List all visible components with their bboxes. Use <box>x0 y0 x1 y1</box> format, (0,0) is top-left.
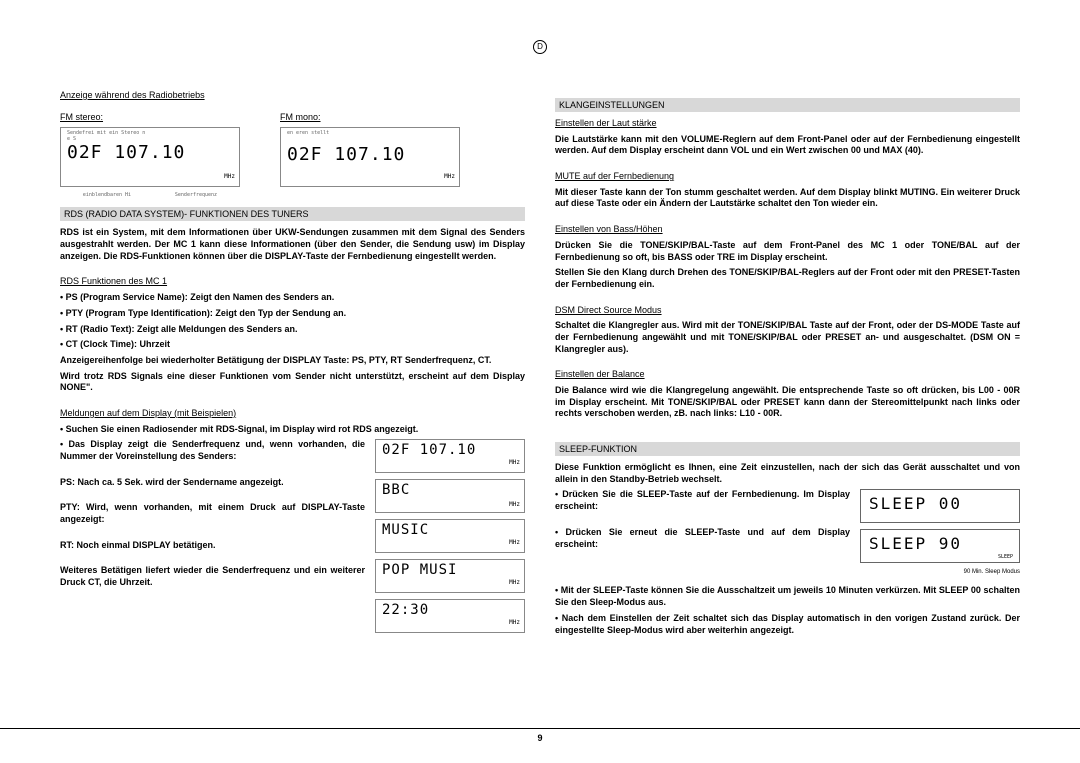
lcd-ex-3-u: MHz <box>509 539 520 546</box>
meld-header: Meldungen auf dem Display (mit Beispiele… <box>60 408 525 420</box>
mute-body: Mit dieser Taste kann der Ton stumm gesc… <box>555 187 1020 210</box>
lcd-examples-block: 02F 107.10 MHz BBC MHz MUSIC MHz POP MUS… <box>60 439 525 633</box>
lcd1-digits: 02F 107.10 <box>67 142 233 163</box>
laut-header: Einstellen der Laut stärke <box>555 118 1020 130</box>
sleep-b3: • Mit der SLEEP-Taste können Sie die Aus… <box>555 585 1020 608</box>
sleep-caption: 90 Min. Sleep Modus <box>860 569 1020 575</box>
lcd-ex-5: 22:30 MHz <box>375 599 525 633</box>
left-column: Anzeige während des Radiobetriebs FM ste… <box>60 90 525 640</box>
lcd2-top: en eren stellt <box>287 130 329 136</box>
two-column-layout: Anzeige während des Radiobetriebs FM ste… <box>60 90 1020 640</box>
rds-b4: • CT (Clock Time): Uhrzeit <box>60 339 525 351</box>
mute-header: MUTE auf der Fernbedienung <box>555 171 1020 183</box>
lcd1-top: Sendefrei mit ein Stereo n <box>67 130 145 136</box>
radio-display-heading: Anzeige während des Radiobetriebs <box>60 90 525 102</box>
page-number: 9 <box>0 728 1080 743</box>
sleep-lcd-2-t: SLEEP 90 <box>869 534 1011 553</box>
sleep-lcd-2-sub: SLEEP <box>998 554 1013 560</box>
rds-order: Anzeigereihenfolge bei wiederholter Betä… <box>60 355 525 367</box>
sleep-section-header: SLEEP-FUNKTION <box>555 442 1020 456</box>
right-column: KLANGEINSTELLUNGEN Einstellen der Laut s… <box>555 90 1020 640</box>
fm-mono-label: FM mono: <box>280 112 460 124</box>
lcd-ex-2: BBC MHz <box>375 479 525 513</box>
fm-stereo-label: FM stereo: <box>60 112 240 124</box>
dsm-body: Schaltet die Klangregler aus. Wird mit d… <box>555 320 1020 355</box>
lcd-ex-3-d: MUSIC <box>382 522 518 538</box>
sleep-b4: • Nach dem Einstellen der Zeit schaltet … <box>555 613 1020 636</box>
page-lang-marker: D <box>533 40 547 54</box>
sleep-block: SLEEP 00 SLEEP 90 SLEEP 90 Min. Sleep Mo… <box>555 489 1020 575</box>
lcd-ex-3: MUSIC MHz <box>375 519 525 553</box>
rds-b1: • PS (Program Service Name): Zeigt den N… <box>60 292 525 304</box>
lcd-ex-1: 02F 107.10 MHz <box>375 439 525 473</box>
dsm-header: DSM Direct Source Modus <box>555 305 1020 317</box>
fm-mono-block: FM mono: en eren stellt 02F 107.10 MHz <box>280 112 460 188</box>
lcd-ex-4: POP MUSI MHz <box>375 559 525 593</box>
lcd1-b1: einblendbaren Hi <box>83 192 131 198</box>
rds-section-header: RDS (RADIO DATA SYSTEM)- FUNKTIONEN DES … <box>60 207 525 221</box>
lcd-fm-mono: en eren stellt 02F 107.10 MHz <box>280 127 460 187</box>
lcd2-unit: MHz <box>444 173 455 180</box>
rds-intro: RDS ist ein System, mit dem Informatione… <box>60 227 525 262</box>
rds-b3: • RT (Radio Text): Zeigt alle Meldungen … <box>60 324 525 336</box>
lcd-fm-stereo: Sendefrei mit ein Stereo n e S 02F 107.1… <box>60 127 240 187</box>
klang-section-header: KLANGEINSTELLUNGEN <box>555 98 1020 112</box>
sleep-intro: Diese Funktion ermöglicht es Ihnen, eine… <box>555 462 1020 485</box>
bass-header: Einstellen von Bass/Höhen <box>555 224 1020 236</box>
sleep-lcd-1-t: SLEEP 00 <box>869 494 1011 513</box>
sleep-lcd-1: SLEEP 00 <box>860 489 1020 523</box>
lcd1-unit: MHz <box>224 173 235 180</box>
meld-b1: • Suchen Sie einen Radiosender mit RDS-S… <box>60 424 525 436</box>
bass-body2: Stellen Sie den Klang durch Drehen des T… <box>555 267 1020 290</box>
rds-func-header: RDS Funktionen des MC 1 <box>60 276 525 288</box>
bass-body1: Drücken Sie die TONE/SKIP/BAL-Taste auf … <box>555 240 1020 263</box>
lcd-ex-4-d: POP MUSI <box>382 562 518 578</box>
lcd-ex-2-d: BBC <box>382 482 518 498</box>
lcd-ex-1-u: MHz <box>509 459 520 466</box>
rds-none: Wird trotz RDS Signals eine dieser Funkt… <box>60 371 525 394</box>
bal-body: Die Balance wird wie die Klangregelung a… <box>555 385 1020 420</box>
lcd1-b2: Senderfrequenz <box>175 192 217 198</box>
fm-stereo-block: FM stereo: Sendefrei mit ein Stereo n e … <box>60 112 240 188</box>
lcd-stack: 02F 107.10 MHz BBC MHz MUSIC MHz POP MUS… <box>375 439 525 633</box>
fm-lcd-row: FM stereo: Sendefrei mit ein Stereo n e … <box>60 112 525 188</box>
lcd-ex-1-d: 02F 107.10 <box>382 442 518 458</box>
laut-body: Die Lautstärke kann mit den VOLUME-Regle… <box>555 134 1020 157</box>
rds-b2: • PTY (Program Type Identification): Zei… <box>60 308 525 320</box>
lcd2-digits: 02F 107.10 <box>287 144 453 165</box>
sleep-lcd-2: SLEEP 90 SLEEP <box>860 529 1020 563</box>
bal-header: Einstellen der Balance <box>555 369 1020 381</box>
lcd-ex-4-u: MHz <box>509 579 520 586</box>
lcd-ex-5-u: MHz <box>509 619 520 626</box>
lcd-ex-5-d: 22:30 <box>382 602 518 618</box>
sleep-lcd-wrap: SLEEP 00 SLEEP 90 SLEEP 90 Min. Sleep Mo… <box>860 489 1020 575</box>
lcd-ex-2-u: MHz <box>509 501 520 508</box>
